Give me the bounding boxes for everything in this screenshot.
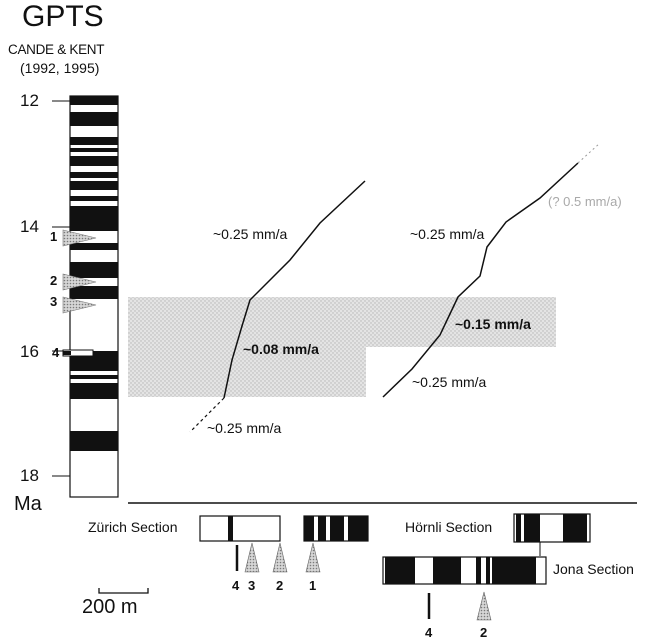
ash-marker-label: 3 xyxy=(50,294,58,309)
zurich-rate-curve xyxy=(223,180,366,399)
gpts-column xyxy=(69,95,119,498)
gpts-years: (1992, 1995) xyxy=(20,60,100,76)
jona-level-number: 4 xyxy=(425,625,433,640)
rate-label: (? 0.5 mm/a) xyxy=(548,194,622,209)
gpts-title: GPTS xyxy=(22,0,104,33)
ash-marker-label: 2 xyxy=(50,273,58,288)
jona-level-number: 2 xyxy=(480,625,488,640)
zurich-level-3-marker xyxy=(244,542,260,573)
scale-bar xyxy=(98,588,149,594)
zurich-section-bar-a xyxy=(199,515,281,542)
zurich-rate-dashed xyxy=(189,397,225,433)
rate-label: ~0.08 mm/a xyxy=(243,341,319,357)
ash-marker-2 xyxy=(62,273,97,291)
jona-section-label: Jona Section xyxy=(553,561,634,577)
age-tick-label: 12 xyxy=(20,91,39,110)
ash-marker-3 xyxy=(62,296,97,314)
age-tick-label: 14 xyxy=(20,217,39,236)
gpts-authors: CANDE & KENT xyxy=(8,42,105,57)
age-tick-label: 16 xyxy=(20,342,39,361)
age-unit-label: Ma xyxy=(14,493,42,515)
hornli-rate-dashed xyxy=(577,142,601,164)
hornli-section-label: Hörnli Section xyxy=(405,519,493,535)
rate-label: ~0.25 mm/a xyxy=(213,226,288,242)
zurich-level-number: 4 xyxy=(232,578,240,593)
hornli-rate-curve xyxy=(382,162,579,398)
zurich-level-number: 1 xyxy=(309,578,317,593)
rate-label: ~0.15 mm/a xyxy=(455,316,531,332)
ash-marker-1 xyxy=(62,229,97,247)
shaded-zone xyxy=(128,297,556,397)
jona-level-2-marker xyxy=(476,591,492,621)
rate-label: ~0.25 mm/a xyxy=(412,374,487,390)
zurich-level-number: 2 xyxy=(276,578,284,593)
zurich-section-label: Zürich Section xyxy=(88,519,178,535)
zurich-level-1-marker xyxy=(305,542,321,573)
rate-label: ~0.25 mm/a xyxy=(207,420,282,436)
zurich-level-number: 3 xyxy=(248,578,256,593)
rate-label: ~0.25 mm/a xyxy=(410,226,485,242)
age-tick-label: 18 xyxy=(20,466,39,485)
zurich-level-2-marker xyxy=(272,542,288,573)
scale-bar-label: 200 m xyxy=(82,596,138,618)
ash-marker-label: 4 xyxy=(52,345,60,360)
ash-marker-label: 1 xyxy=(50,229,58,244)
